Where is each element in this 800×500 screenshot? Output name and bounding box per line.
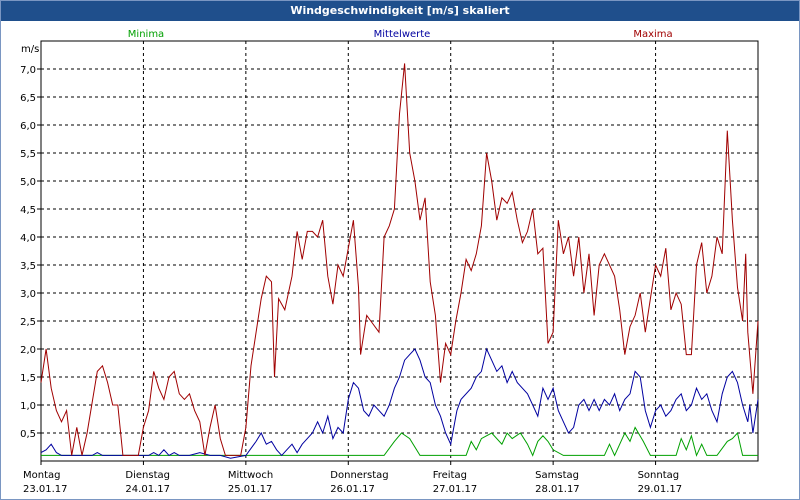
series-lines bbox=[40, 63, 759, 459]
x-tick-date: 28.01.17 bbox=[535, 484, 580, 495]
x-tick-day: Freitag bbox=[433, 470, 467, 481]
x-tick-day: Samstag bbox=[535, 470, 579, 481]
x-tick-date: 29.01.17 bbox=[638, 484, 683, 495]
x-axis-ticks: Montag 23.01.17 Dienstag 24.01.17 Mittwoch 25… bbox=[23, 461, 682, 495]
y-tick-label: 1,0 bbox=[20, 401, 36, 412]
y-tick-label: 4,0 bbox=[20, 233, 36, 244]
y-tick-label: 5,5 bbox=[20, 149, 36, 160]
y-axis-ticks: 0,5 1,0 1,5 2,0 2,5 3,0 3,5 4,0 4,5 5,0 5,5 6,0 6,5 7… bbox=[20, 65, 41, 440]
plot-area bbox=[40, 40, 759, 462]
x-tick-date: 25.01.17 bbox=[228, 484, 273, 495]
legend-entry-minima: Minima bbox=[128, 29, 164, 40]
grid-lines bbox=[41, 41, 758, 461]
y-tick-label: 4,5 bbox=[20, 205, 36, 216]
x-tick-date: 24.01.17 bbox=[125, 484, 170, 495]
legend-entry-maxima: Maxima bbox=[633, 29, 672, 40]
y-tick-label: 6,5 bbox=[20, 93, 36, 104]
x-tick-day: Dienstag bbox=[125, 470, 170, 481]
y-tick-label: 7,0 bbox=[20, 65, 36, 76]
x-tick-date: 26.01.17 bbox=[330, 484, 375, 495]
series-line-maxima bbox=[40, 63, 759, 456]
x-tick-day: Mittwoch bbox=[228, 470, 273, 481]
x-tick-date: 27.01.17 bbox=[433, 484, 478, 495]
y-tick-label: 1,5 bbox=[20, 373, 36, 384]
y-tick-label: 5,0 bbox=[20, 177, 36, 188]
y-axis-label: m/s bbox=[21, 44, 39, 55]
series-line-mittelwerte bbox=[40, 347, 759, 459]
y-tick-label: 2,5 bbox=[20, 317, 36, 328]
legend-entry-mittelwerte: Mittelwerte bbox=[374, 29, 431, 40]
legend: Minima Mittelwerte Maxima bbox=[128, 29, 673, 40]
y-tick-label: 3,0 bbox=[20, 289, 36, 300]
x-tick-day: Montag bbox=[23, 470, 60, 481]
x-tick-day: Sonntag bbox=[638, 470, 680, 481]
wind-speed-chart: 0,5 1,0 1,5 2,0 2,5 3,0 3,5 4,0 4,5 5,0 5,5 6,0 6,5 7… bbox=[20, 29, 759, 495]
window-title: Windgeschwindigkeit [m/s] skaliert bbox=[1, 1, 799, 21]
y-tick-label: 0,5 bbox=[20, 429, 36, 440]
x-tick-date: 23.01.17 bbox=[23, 484, 68, 495]
y-tick-label: 6,0 bbox=[20, 121, 36, 132]
x-tick-day: Donnerstag bbox=[330, 470, 388, 481]
series-line-minima bbox=[41, 426, 758, 457]
y-tick-label: 2,0 bbox=[20, 345, 36, 356]
y-tick-label: 3,5 bbox=[20, 261, 36, 272]
